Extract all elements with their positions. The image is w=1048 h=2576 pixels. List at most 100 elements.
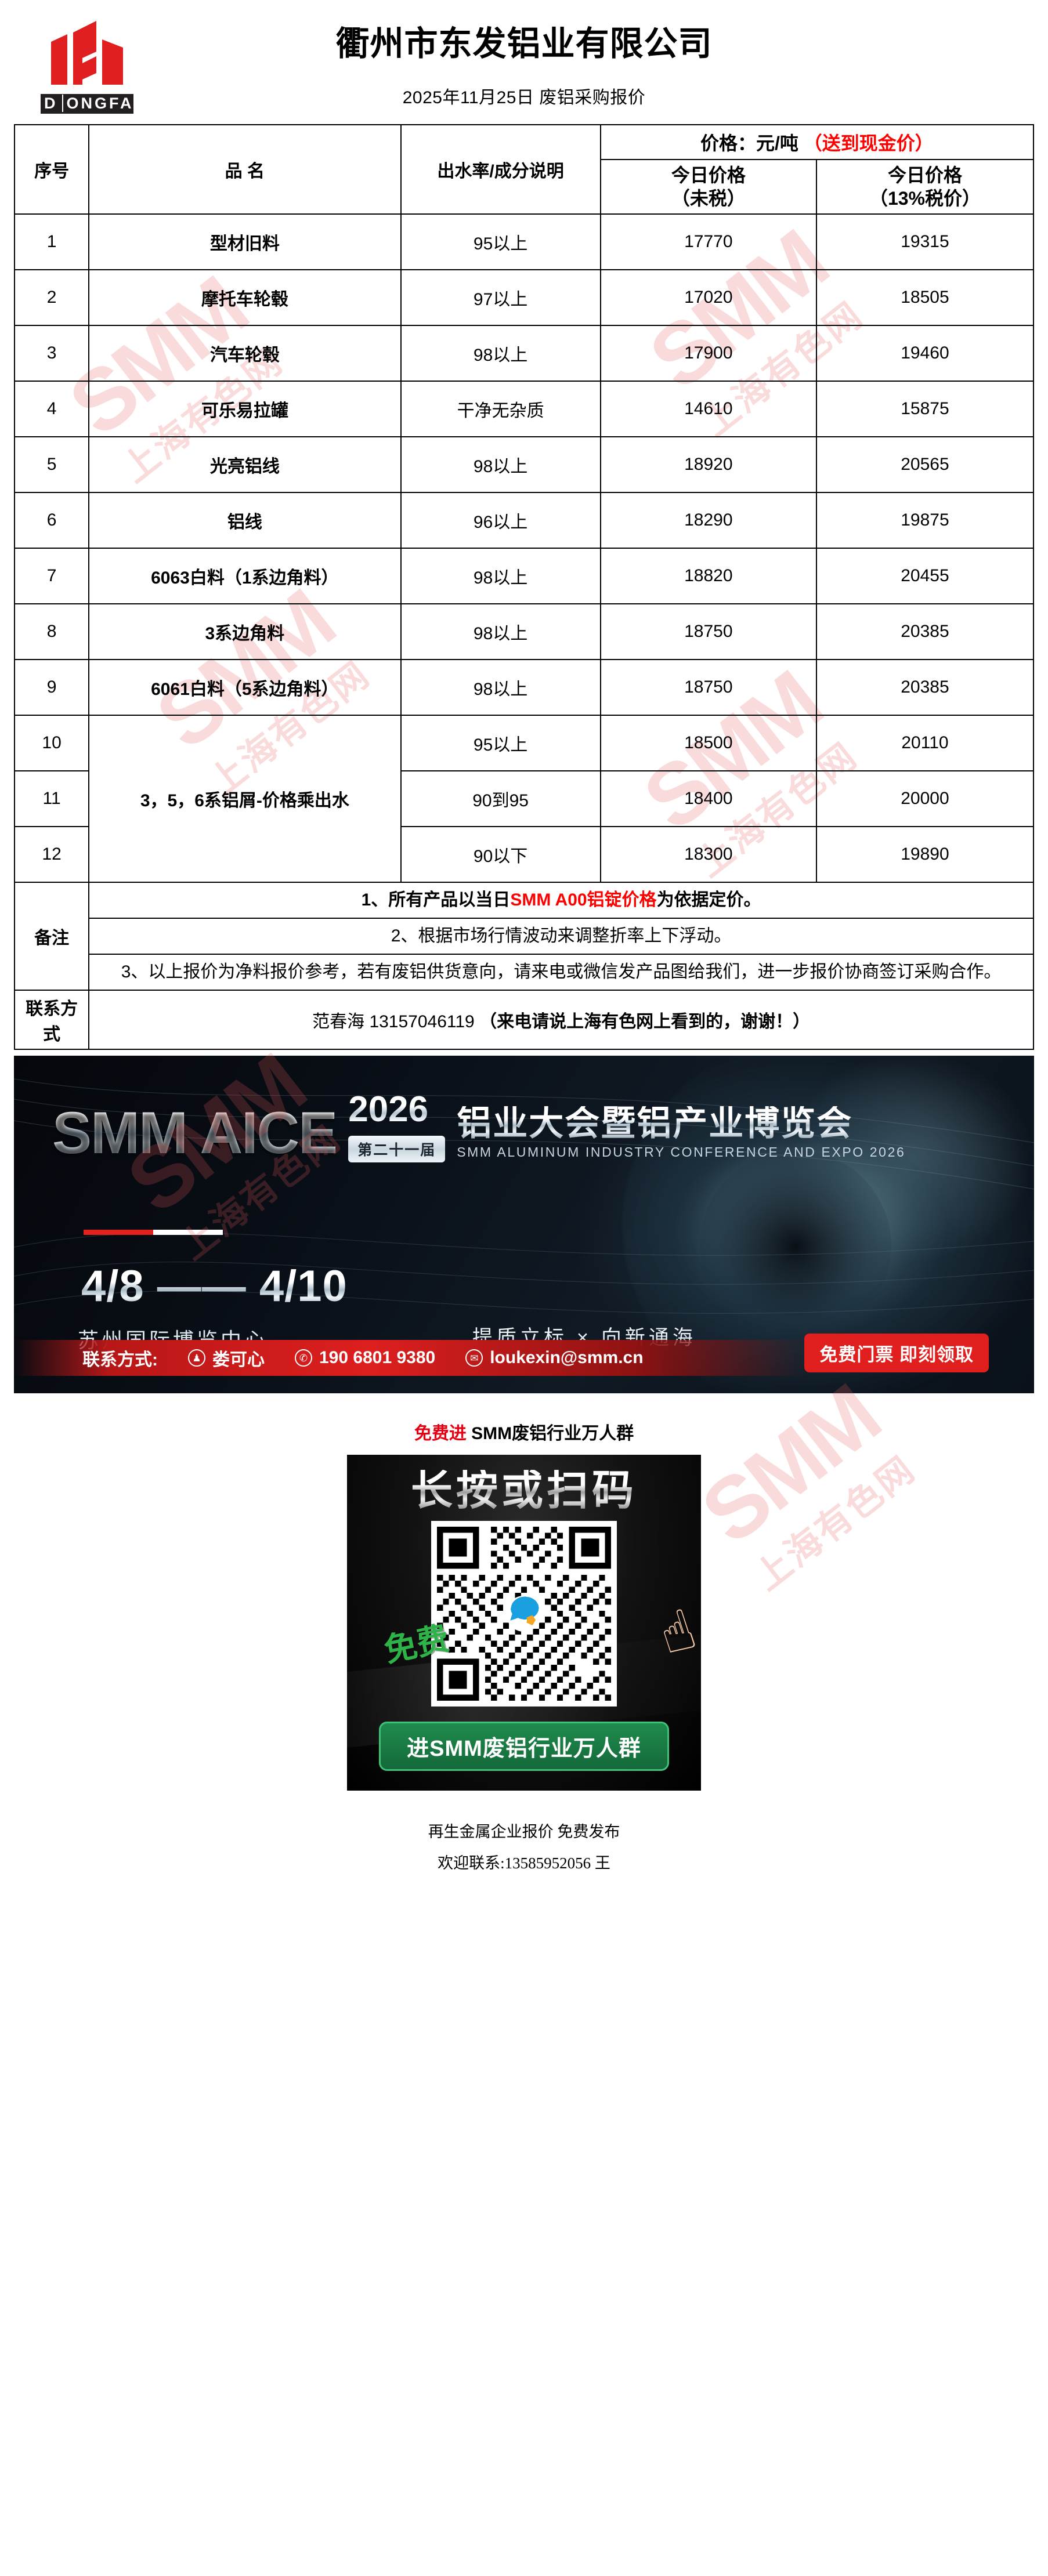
contact-label: 联系方式 xyxy=(13,990,90,1050)
person-icon: ♟ xyxy=(188,1349,205,1367)
row-price-taxed: 18505 xyxy=(815,269,1035,326)
page-footer: 再生金属企业报价 免费发布 欢迎联系:13585952056 王 xyxy=(0,1796,1048,1894)
row-product: 6061白料（5系边角料） xyxy=(88,659,402,716)
table-row: 6 铝线 96以上 18290 19875 xyxy=(13,492,1035,549)
free-ticket-button[interactable]: 免费门票 即刻领取 xyxy=(804,1334,989,1372)
row-index: 3 xyxy=(13,325,90,382)
aice-contact-phone[interactable]: ✆ 190 6801 9380 xyxy=(295,1348,435,1368)
page-header: D ONGFA 衢州市东发铝业有限公司 2025年11月25日 废铝采购报价 xyxy=(0,0,1048,124)
footer-line-1: 再生金属企业报价 免费发布 xyxy=(428,1823,620,1840)
row-index: 6 xyxy=(13,492,90,549)
col-header-price-taxed: 今日价格 （13%税价） xyxy=(815,159,1035,215)
contact-person-name: 范春海 xyxy=(312,1012,365,1031)
row-index: 10 xyxy=(13,715,90,771)
phone-icon: ✆ xyxy=(295,1349,312,1367)
remarks-label: 备注 xyxy=(13,882,90,991)
table-row: 5 光亮铝线 98以上 18920 20565 xyxy=(13,436,1035,493)
remarks-row: 2、根据市场行情波动来调整折率上下浮动。 xyxy=(15,918,1034,955)
row-price-untaxed: 17020 xyxy=(599,269,817,326)
row-product: 3系边角料 xyxy=(88,603,402,660)
row-price-untaxed: 14610 xyxy=(599,381,817,437)
contact-row: 联系方式 范春海 13157046119 （来电请说上海有色网上看到的，谢谢！） xyxy=(13,990,1034,1050)
table-row: 2 摩托车轮毂 97以上 17020 18505 xyxy=(13,269,1035,326)
logo-wordmark: D ONGFA xyxy=(41,94,133,114)
row-price-untaxed: 18400 xyxy=(599,770,817,827)
aice-contact-bar: 联系方式: ♟ 娄可心 ✆ 190 6801 9380 ✉ loukexin@s… xyxy=(14,1340,810,1376)
aice-contact-email[interactable]: ✉ loukexin@smm.cn xyxy=(465,1348,644,1368)
col-header-spec: 出水率/成分说明 xyxy=(400,124,601,215)
price-untaxed-line2: （未税） xyxy=(671,188,746,209)
aice-contact-person-name: 娄可心 xyxy=(212,1350,265,1369)
col-header-price-untaxed: 今日价格 （未税） xyxy=(599,159,817,215)
row-index: 8 xyxy=(13,603,90,660)
qr-code-image[interactable] xyxy=(431,1521,617,1707)
table-row: 12 90以下 18300 19890 xyxy=(13,826,1035,883)
row-price-taxed: 20385 xyxy=(815,603,1035,660)
row-product: 可乐易拉罐 xyxy=(88,381,402,437)
price-table-container: 序号 品 名 出水率/成分说明 价格：元/吨 （送到现金价） 今日价格 （未税）… xyxy=(0,124,1048,1050)
qr-heading-free: 免费进 xyxy=(414,1424,467,1443)
row-spec: 98以上 xyxy=(400,548,601,604)
report-subtitle: 2025年11月25日 废铝采购报价 xyxy=(402,88,646,108)
aice-year: 2026 xyxy=(348,1092,445,1128)
remarks-row: 3、以上报价为净料报价参考，若有废铝供货意向，请来电或微信发产品图给我们，进一步… xyxy=(15,954,1034,991)
aice-dates: 4/8 —— 4/10 xyxy=(81,1262,348,1311)
header-titles: 衢州市东发铝业有限公司 2025年11月25日 废铝采购报价 xyxy=(174,25,1048,109)
footer-line-2: 欢迎联系:13585952056 王 xyxy=(438,1854,610,1872)
table-subheader-row: 今日价格 （未税） 今日价格 （13%税价） xyxy=(15,159,1035,215)
row-index: 1 xyxy=(13,213,90,270)
qr-card[interactable]: 长按或扫码 xyxy=(347,1455,701,1791)
row-price-taxed: 19875 xyxy=(815,492,1035,549)
aice-banner-container: SMM AICE 2026 第二十一届 铝业大会暨铝产业博览会 SMM ALUM… xyxy=(0,1050,1048,1393)
price-cash-label: （送到现金价） xyxy=(803,133,934,154)
row-spec: 97以上 xyxy=(400,269,601,326)
aice-contact-person: ♟ 娄可心 xyxy=(188,1345,265,1371)
table-row: 9 6061白料（5系边角料） 98以上 18750 20385 xyxy=(13,659,1035,716)
aice-contact-email-address: loukexin@smm.cn xyxy=(490,1348,644,1367)
row-spec: 95以上 xyxy=(400,213,601,270)
remark-item-1: 1、所有产品以当日SMM A00铝锭价格为依据定价。 xyxy=(88,882,1034,919)
contact-value: 范春海 13157046119 （来电请说上海有色网上看到的，谢谢！） xyxy=(88,990,1034,1050)
remark-1-post: 为依据定价。 xyxy=(656,890,761,910)
row-spec: 90到95 xyxy=(400,770,601,827)
row-index: 4 xyxy=(13,381,90,437)
join-group-button[interactable]: 进SMM废铝行业万人群 xyxy=(379,1722,669,1771)
aice-banner[interactable]: SMM AICE 2026 第二十一届 铝业大会暨铝产业博览会 SMM ALUM… xyxy=(14,1056,1034,1393)
table-row: 11 90到95 18400 20000 xyxy=(13,770,1035,827)
table-row: 8 3系边角料 98以上 18750 20385 xyxy=(13,603,1035,660)
row-price-taxed: 19890 xyxy=(815,826,1035,883)
aice-brand: SMM AICE xyxy=(52,1100,338,1166)
qr-section: 免费进 SMM废铝行业万人群 长按或扫码 xyxy=(0,1393,1048,1796)
table-header-row: 序号 品 名 出水率/成分说明 价格：元/吨 （送到现金价） xyxy=(13,124,1035,215)
logo-wordmark-d: D xyxy=(44,95,63,112)
aice-chinese-title: 铝业大会暨铝产业博览会 xyxy=(457,1106,905,1141)
row-price-untaxed: 18300 xyxy=(599,826,817,883)
row-spec: 98以上 xyxy=(400,325,601,382)
col-header-price-group: 价格：元/吨 （送到现金价） xyxy=(599,124,1035,160)
row-spec: 95以上 xyxy=(400,715,601,771)
row-spec: 98以上 xyxy=(400,436,601,493)
remark-item-3: 3、以上报价为净料报价参考，若有废铝供货意向，请来电或微信发产品图给我们，进一步… xyxy=(88,954,1034,991)
logo-wordmark-rest: ONGFA xyxy=(66,95,134,112)
row-price-taxed: 20455 xyxy=(815,548,1035,604)
row-price-taxed: 20565 xyxy=(815,436,1035,493)
row-product: 型材旧料 xyxy=(88,213,402,270)
row-price-taxed: 20000 xyxy=(815,770,1035,827)
remark-1-highlight: SMM A00铝锭价格 xyxy=(510,890,657,910)
price-untaxed-line1: 今日价格 xyxy=(671,165,746,186)
row-price-taxed: 20385 xyxy=(815,659,1035,716)
price-taxed-line2: （13%税价） xyxy=(869,188,981,209)
col-header-index: 序号 xyxy=(13,124,90,215)
row-spec: 96以上 xyxy=(400,492,601,549)
qr-heading: 免费进 SMM废铝行业万人群 xyxy=(14,1419,1034,1444)
row-price-taxed: 19460 xyxy=(815,325,1035,382)
company-name: 衢州市东发铝业有限公司 xyxy=(335,24,713,63)
aice-contact-phone-number: 190 6801 9380 xyxy=(319,1348,436,1367)
row-product: 光亮铝线 xyxy=(88,436,402,493)
price-taxed-line1: 今日价格 xyxy=(887,165,962,186)
row-index: 9 xyxy=(13,659,90,716)
aice-year-block: 2026 第二十一届 xyxy=(348,1092,446,1162)
banner-wave-lines-decoration xyxy=(14,1078,1034,1314)
row-index: 7 xyxy=(13,548,90,604)
row-spec: 干净无杂质 xyxy=(400,381,601,437)
